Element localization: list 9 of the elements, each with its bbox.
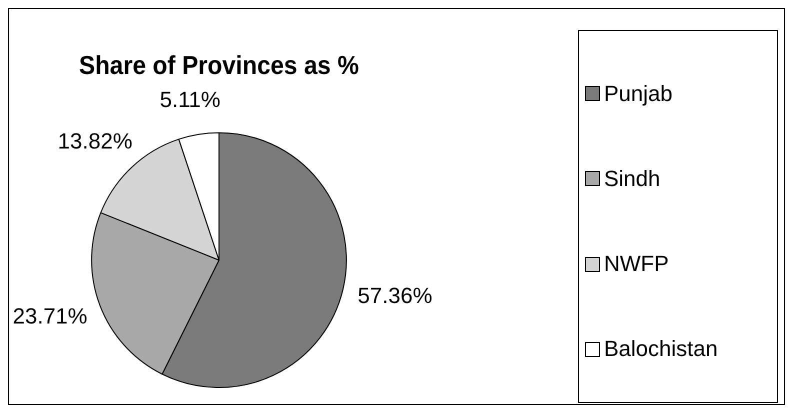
data-label: 23.71% [12,304,88,329]
data-label: 13.82% [58,128,132,154]
legend-label: Punjab [604,80,673,107]
legend-label: Sindh [604,166,660,192]
legend-label: Balochistan [604,336,718,362]
data-label: 57.36% [358,283,432,308]
legend-label: NWFP [604,251,669,278]
data-label: 5.11% [160,86,220,112]
text: Share of Provinces as % [79,50,359,80]
